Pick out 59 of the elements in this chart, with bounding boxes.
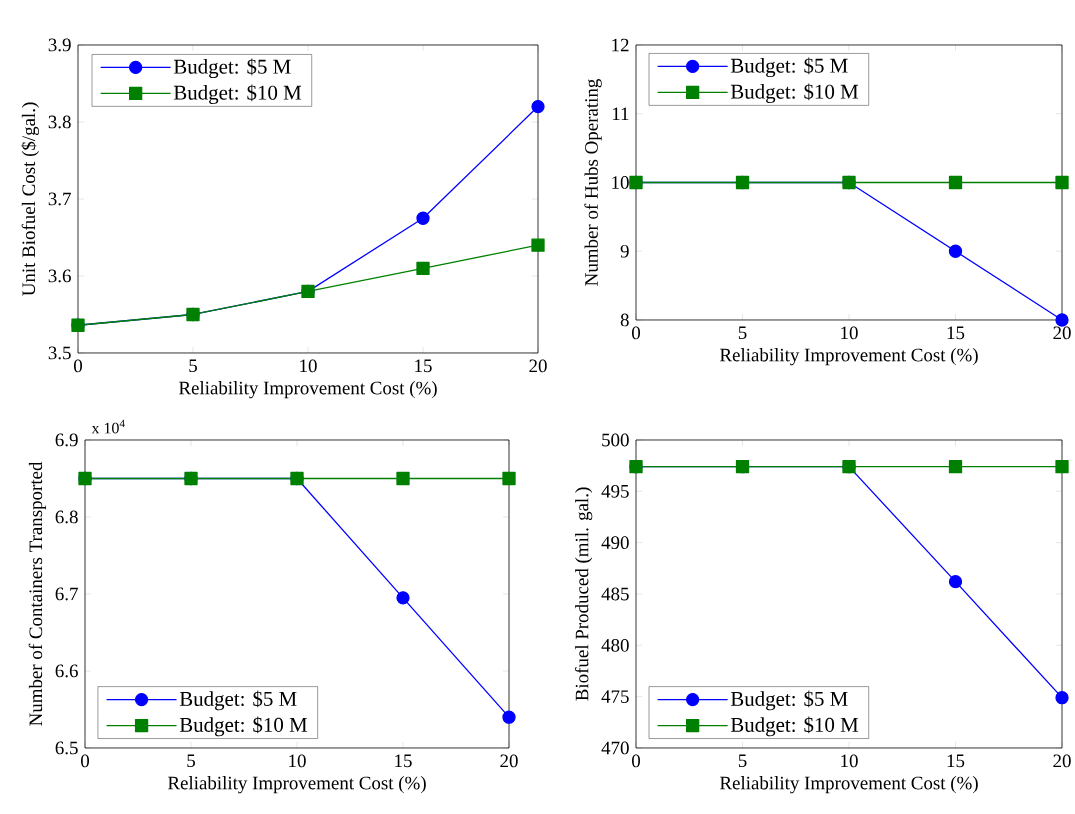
y-tick-label: 495 (601, 484, 629, 498)
legend-label: Budget: $10 M (730, 83, 859, 104)
x-axis-title: Reliability Improvement Cost (%) (719, 348, 978, 366)
legend-label: Budget: $5 M (730, 57, 848, 78)
y-tick-label: 12 (612, 38, 629, 52)
x-tick-label: 20 (1053, 326, 1071, 340)
x-tick-label: 15 (395, 754, 412, 768)
legend-label: Budget: $5 M (173, 58, 291, 79)
y-tick-label: 3.7 (48, 192, 71, 206)
x-axis-title: Reliability Improvement Cost (%) (167, 776, 426, 794)
x-tick-label: 0 (80, 754, 90, 768)
x-axis-title: Reliability Improvement Cost (%) (719, 776, 978, 794)
y-tick-label: 6.5 (55, 741, 78, 755)
y-tick-label: 6.7 (55, 587, 78, 601)
x-tick-label: 10 (841, 754, 858, 768)
y-axis-title: Biofuel Produced (mil. gal.) (574, 487, 593, 701)
y-tick-label: 3.6 (48, 269, 71, 283)
legend-label: Budget: $10 M (173, 84, 302, 105)
x-tick-label: 5 (738, 754, 747, 768)
y-tick-label: 3.9 (48, 38, 71, 52)
y-tick-label: 485 (601, 587, 629, 601)
y-axis-title: Number of Containers Transported (28, 461, 47, 726)
x-tick-label: 0 (73, 359, 83, 373)
text: x 10$^{4}$ (91, 419, 125, 434)
y-axis-title: Unit Biofuel Cost ($/gal.) (21, 102, 40, 296)
y-tick-label: 480 (601, 638, 629, 652)
x-tick-label: 10 (289, 754, 306, 768)
y-tick-label: 475 (601, 690, 629, 703)
legend-label: Budget: $10 M (730, 716, 859, 737)
y-tick-label: 9 (620, 244, 629, 258)
x-tick-label: 20 (500, 754, 518, 768)
y-tick-label: 3.8 (48, 115, 71, 129)
y-tick-label: 500 (602, 433, 629, 447)
x-tick-label: 10 (841, 326, 858, 340)
y-axis-title: Number of Hubs Operating (584, 79, 602, 286)
x-tick-label: 10 (300, 359, 317, 373)
legend-label: Budget: $5 M (179, 690, 297, 711)
x-tick-label: 20 (1053, 754, 1071, 768)
y-tick-label: 10 (612, 176, 629, 189)
x-tick-label: 5 (189, 359, 197, 373)
y-tick-label: 6.8 (55, 510, 78, 524)
legend-label: Budget: $10 M (179, 716, 308, 737)
y-tick-label: 490 (601, 536, 629, 550)
x-tick-label: 20 (529, 359, 547, 373)
x-tick-label: 5 (187, 754, 195, 768)
x-tick-label: 0 (632, 326, 641, 340)
x-axis-title: Reliability Improvement Cost (%) (178, 381, 437, 399)
y-tick-label: 470 (601, 741, 629, 755)
y-tick-label: 11 (612, 107, 629, 120)
x-tick-label: 0 (632, 754, 641, 768)
y-tick-label: 6.6 (55, 664, 78, 678)
y-tick-label: 8 (620, 313, 629, 327)
x-tick-label: 5 (738, 326, 747, 340)
x-tick-label: 15 (947, 326, 965, 340)
legend-label: Budget: $5 M (730, 690, 848, 711)
x-tick-label: 15 (415, 359, 432, 373)
y-tick-label: 3.5 (48, 346, 71, 360)
x-tick-label: 15 (947, 754, 965, 768)
y-tick-label: 6.9 (55, 433, 78, 447)
